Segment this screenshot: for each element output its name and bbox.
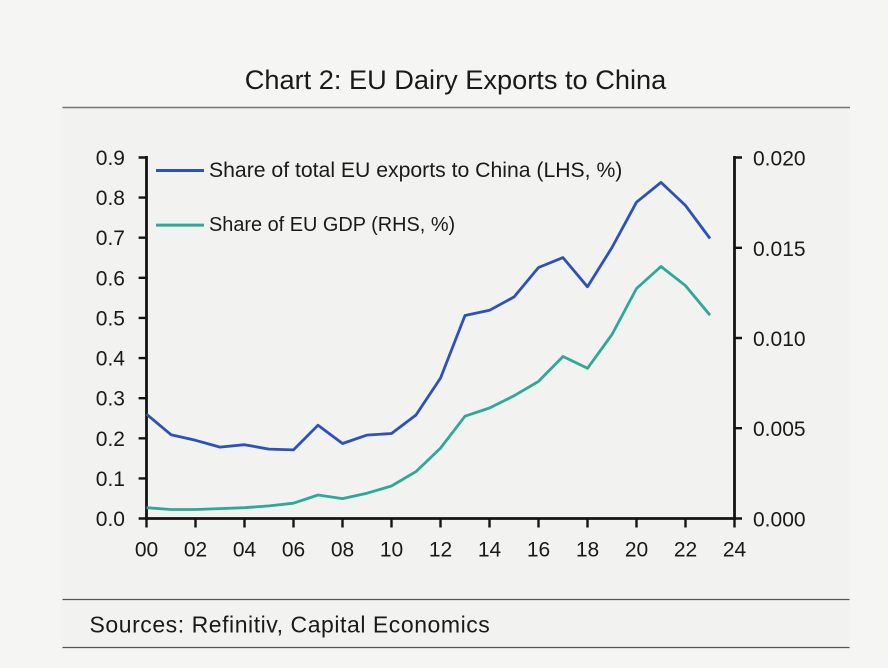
svg-text:0.015: 0.015 [753,238,806,261]
svg-text:02: 02 [184,539,207,562]
svg-text:14: 14 [478,539,502,562]
svg-text:0.9: 0.9 [96,147,125,170]
svg-text:08: 08 [331,539,354,562]
svg-text:0.2: 0.2 [96,428,125,451]
svg-text:0.005: 0.005 [753,418,806,441]
svg-text:10: 10 [380,539,403,562]
svg-text:0.5: 0.5 [96,307,125,330]
svg-text:0.020: 0.020 [753,148,806,171]
svg-text:0.000: 0.000 [753,509,806,532]
svg-text:Share of EU GDP (RHS, %): Share of EU GDP (RHS, %) [209,214,455,236]
svg-text:0.3: 0.3 [96,388,125,411]
svg-text:0.7: 0.7 [96,227,125,250]
svg-text:Share of total EU exports to C: Share of total EU exports to China (LHS,… [209,159,622,182]
svg-text:Chart 2: EU Dairy Exports to C: Chart 2: EU Dairy Exports to China [245,64,667,95]
svg-text:18: 18 [576,539,599,562]
svg-text:06: 06 [282,539,305,562]
svg-text:24: 24 [723,539,747,562]
svg-text:0.010: 0.010 [753,328,806,351]
svg-text:04: 04 [233,539,257,562]
svg-text:16: 16 [527,539,550,562]
svg-text:00: 00 [135,539,158,562]
svg-text:0.6: 0.6 [96,267,125,290]
svg-text:22: 22 [674,539,697,562]
svg-text:0.8: 0.8 [96,187,125,210]
svg-text:12: 12 [429,539,452,562]
svg-text:0.1: 0.1 [96,468,125,491]
svg-text:Sources: Refinitiv, Capital Ec: Sources: Refinitiv, Capital Economics [90,612,491,638]
svg-text:0.0: 0.0 [96,508,125,531]
svg-text:20: 20 [625,539,648,562]
svg-text:0.4: 0.4 [96,348,126,371]
